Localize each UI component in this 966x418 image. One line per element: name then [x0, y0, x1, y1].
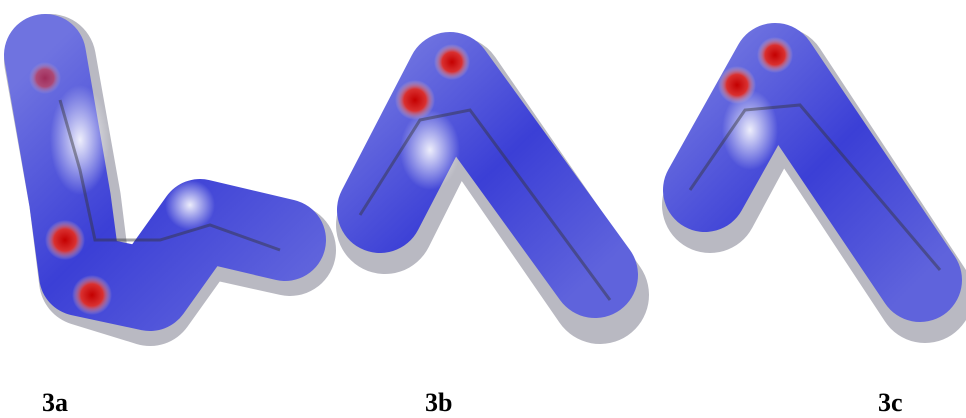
figure	[0, 0, 966, 380]
contact-spot	[718, 66, 756, 104]
surface-3a	[29, 55, 290, 315]
panel-label: 3b	[425, 388, 452, 418]
highlight	[400, 110, 460, 190]
contact-spot	[45, 220, 85, 260]
contact-spot	[757, 37, 793, 73]
page: 3a 3b 3c (() => { const data = JSON.pars…	[0, 0, 966, 418]
contact-spot	[29, 62, 61, 94]
panel-label: 3c	[878, 388, 903, 418]
contact-spot	[395, 80, 435, 120]
surface-3c	[690, 37, 940, 295]
surface-3b	[360, 44, 610, 300]
highlight	[165, 180, 215, 230]
panel-label: 3a	[42, 388, 68, 418]
contact-spot	[72, 275, 112, 315]
contact-spot	[434, 44, 470, 80]
